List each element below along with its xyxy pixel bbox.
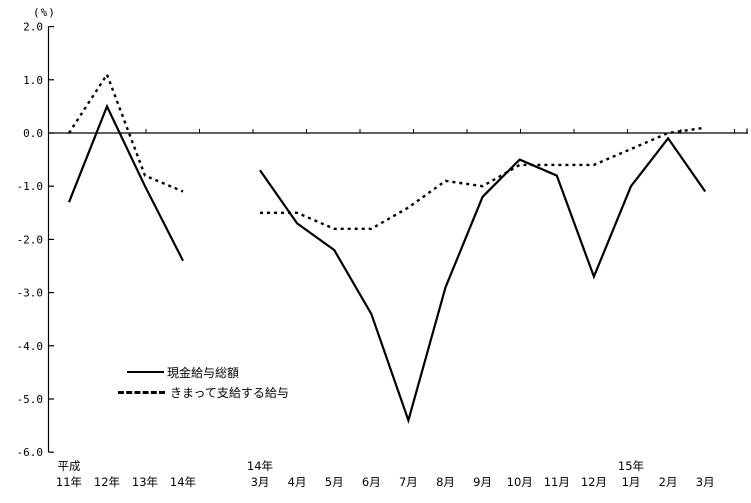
x-label: 9月 — [473, 475, 492, 489]
legend-label: 現金給与総額 — [167, 365, 240, 380]
x-label-top: 平成 — [58, 459, 81, 473]
x-label: 11月 — [544, 475, 570, 489]
y-tick-label: -4.0 — [17, 340, 44, 353]
x-label-top: 15年 — [618, 459, 644, 473]
solid-line-sample-icon — [127, 371, 164, 373]
x-label-top: 14年 — [247, 459, 273, 473]
series-line-solid-yearly — [67, 103, 184, 262]
x-label: 1月 — [622, 475, 641, 489]
x-label: 11年 — [56, 475, 82, 489]
x-label: 13年 — [132, 475, 158, 489]
series-line-dotted-yearly — [67, 71, 184, 193]
x-label: 3月 — [251, 475, 270, 489]
x-label: 5月 — [325, 475, 344, 489]
legend-item-contractual-earnings: きまって支給する給与 — [118, 385, 289, 400]
x-label: 12月 — [581, 475, 607, 489]
y-tick-label: -5.0 — [17, 393, 44, 406]
x-label: 12年 — [94, 475, 120, 489]
chart-legend: 現金給与総額 きまって支給する給与 — [118, 365, 289, 400]
x-label: 6月 — [362, 475, 381, 489]
x-label: 10月 — [507, 475, 533, 489]
y-tick-label: 0.0 — [23, 127, 43, 140]
x-label: 7月 — [399, 475, 418, 489]
series-line-dotted-monthly — [260, 126, 706, 231]
y-tick-label: -1.0 — [17, 180, 44, 193]
legend-item-total-cash-earnings: 現金給与総額 — [118, 365, 289, 380]
y-axis-unit-label: (%) — [33, 6, 56, 19]
y-tick-label: -2.0 — [17, 233, 44, 246]
x-label: 2月 — [659, 475, 678, 489]
x-label: 4月 — [288, 475, 307, 489]
legend-label: きまって支給する給与 — [170, 385, 289, 400]
y-tick-label: -3.0 — [17, 287, 44, 300]
y-tick-label: 1.0 — [23, 74, 43, 87]
x-label: 3月 — [696, 475, 715, 489]
series-line-solid-monthly — [259, 136, 707, 424]
dotted-line-sample-icon — [118, 390, 165, 394]
x-label: 8月 — [436, 475, 455, 489]
x-label: 14年 — [170, 475, 196, 489]
y-tick-label: -6.0 — [17, 446, 44, 459]
y-tick-label: 2.0 — [23, 21, 43, 34]
